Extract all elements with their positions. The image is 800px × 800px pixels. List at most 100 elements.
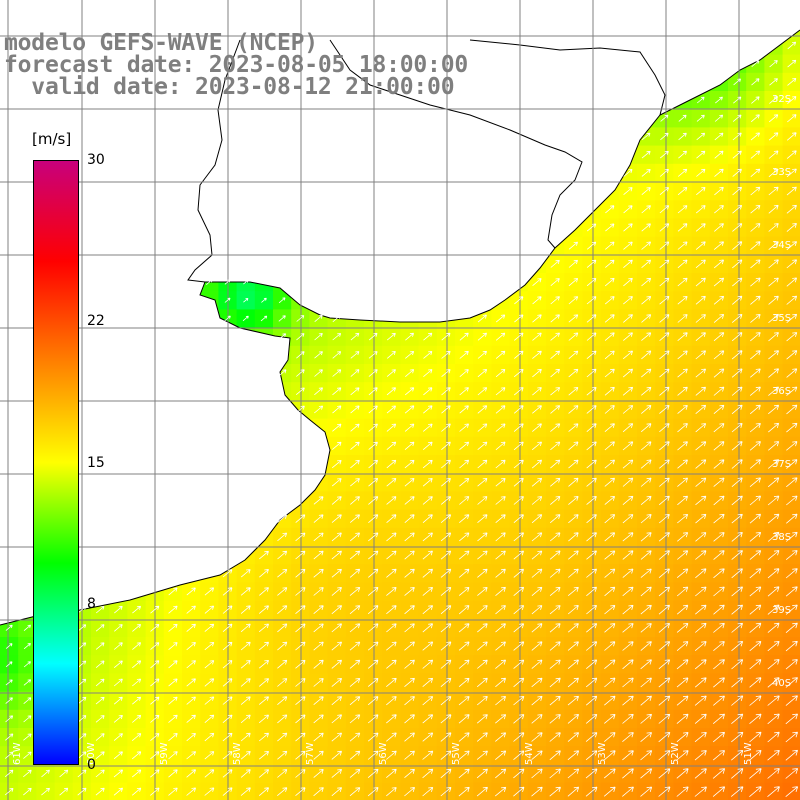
wind-speed-cell [418, 637, 438, 656]
wind-arrow [696, 168, 706, 177]
wind-speed-cell [327, 728, 347, 747]
wind-speed-cell [600, 291, 620, 310]
wind-arrow [677, 314, 688, 323]
wind-speed-cell [273, 746, 292, 765]
wind-speed-cell [527, 400, 547, 420]
wind-speed-cell [709, 345, 729, 365]
wind-arrow [676, 586, 689, 597]
wind-arrow [768, 386, 779, 396]
wind-arrow [4, 751, 14, 759]
wind-arrow [767, 495, 780, 506]
wind-speed-cell [673, 145, 693, 165]
wind-speed-cell [273, 564, 292, 583]
wind-arrow [641, 368, 652, 378]
wind-arrow [95, 624, 105, 632]
wind-speed-cell [618, 637, 638, 656]
wind-speed-cell [600, 764, 620, 784]
wind-arrow [168, 623, 178, 632]
wind-speed-cell [309, 618, 329, 638]
wind-arrow [713, 295, 725, 305]
wind-arrow [676, 695, 689, 706]
wind-arrow [186, 751, 196, 760]
wind-speed-cell [728, 582, 747, 602]
wind-speed-cell [618, 746, 638, 765]
wind-speed-cell [309, 491, 329, 511]
wind-arrow [713, 259, 724, 269]
wind-arrow [222, 751, 233, 760]
wind-arrow [640, 786, 653, 797]
wind-arrow [713, 550, 725, 560]
wind-arrow [186, 678, 196, 687]
wind-speed-cell [491, 455, 511, 474]
wind-arrow [95, 733, 105, 741]
wind-arrow [641, 277, 652, 287]
wind-arrows [4, 41, 799, 798]
wind-arrow [785, 568, 798, 579]
wind-speed-cell [127, 746, 147, 765]
wind-speed-cell [418, 728, 438, 747]
wind-speed-cell [364, 746, 383, 765]
wind-arrow [186, 587, 196, 596]
wind-arrow [404, 605, 415, 615]
wind-speed-cell [327, 327, 347, 347]
wind-arrow [768, 241, 779, 251]
wind-speed-cell [746, 91, 765, 110]
wind-arrow [258, 696, 269, 705]
wind-speed-cell [309, 655, 329, 674]
wind-speed-cell [655, 345, 674, 365]
wind-speed-cell [709, 364, 729, 383]
wind-arrow [440, 587, 452, 596]
wind-arrow [750, 186, 761, 196]
wind-speed-cell [618, 764, 638, 784]
wind-speed-cell [728, 546, 747, 565]
wind-speed-cell [491, 746, 511, 765]
wind-arrow [658, 677, 671, 688]
wind-speed-cell [637, 637, 656, 656]
wind-arrow [368, 550, 379, 560]
wind-arrow [513, 714, 525, 724]
wind-arrow [694, 750, 707, 761]
wind-arrow [585, 695, 598, 706]
wind-arrow [405, 332, 414, 341]
wind-speed-cell [345, 600, 365, 620]
wind-speed-cell [364, 564, 383, 583]
wind-arrow [731, 622, 743, 633]
wind-speed-cell [109, 709, 128, 729]
wind-arrow [567, 786, 580, 797]
wind-arrow [713, 641, 725, 652]
wind-speed-cell [491, 637, 511, 656]
wind-arrow [296, 333, 305, 341]
wind-arrow [732, 186, 742, 196]
wind-arrow [367, 732, 379, 742]
wind-speed-cell [655, 546, 674, 565]
wind-speed-cell [764, 327, 784, 347]
wind-arrow [586, 477, 597, 487]
wind-speed-cell [436, 709, 456, 729]
wind-speed-cell [673, 163, 693, 183]
wind-speed-cell [746, 546, 765, 565]
wind-speed-cell [200, 764, 219, 784]
wind-arrow [713, 350, 725, 360]
wind-speed-cell [655, 564, 674, 583]
wind-arrow [750, 314, 761, 323]
wind-arrow [513, 532, 524, 542]
wind-speed-cell [236, 582, 256, 602]
wind-arrow [532, 423, 542, 432]
wind-arrow [458, 732, 470, 742]
wind-speed-cell [600, 254, 620, 274]
wind-arrow [477, 314, 487, 323]
wind-speed-cell [309, 691, 329, 711]
wind-arrow [678, 150, 687, 159]
wind-speed-cell [691, 345, 711, 365]
wind-speed-cell [709, 509, 729, 529]
wind-arrow [713, 495, 725, 506]
wind-arrow [331, 478, 342, 487]
wind-speed-cell [0, 691, 19, 711]
wind-arrow [767, 641, 780, 652]
wind-arrow [732, 114, 742, 122]
wind-speed-cell [254, 764, 274, 784]
wind-speed-cell [709, 91, 729, 110]
wind-arrow [240, 751, 251, 760]
wind-arrow [531, 768, 543, 779]
wind-arrow [440, 714, 452, 724]
